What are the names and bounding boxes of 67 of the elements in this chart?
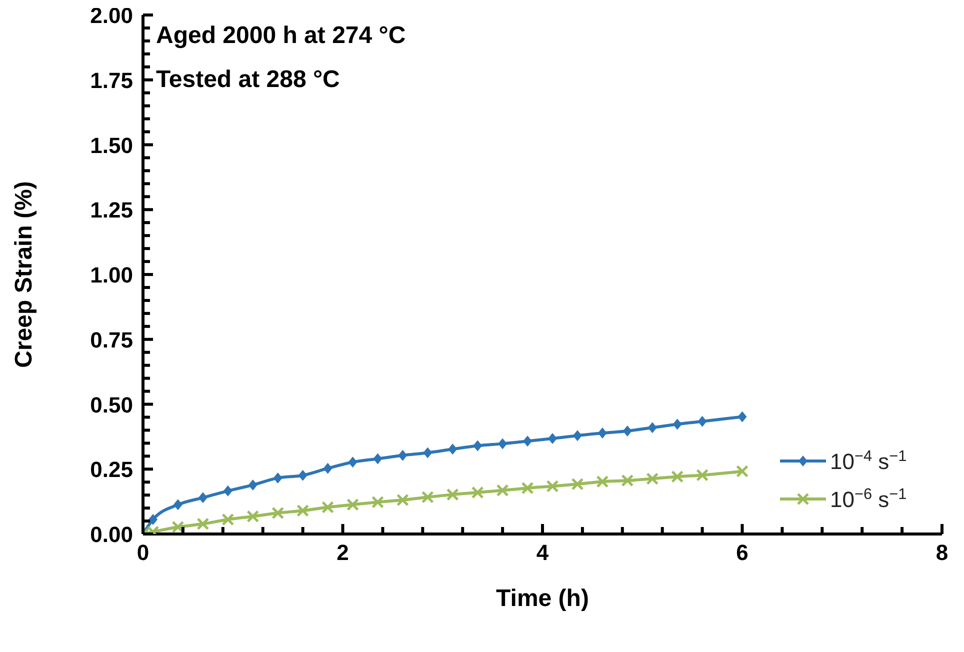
point xyxy=(148,514,158,525)
x-tick-label: 8 xyxy=(936,540,948,565)
point xyxy=(648,422,657,434)
point xyxy=(421,490,434,504)
point xyxy=(346,498,359,511)
point xyxy=(348,456,358,468)
point xyxy=(298,470,308,481)
point xyxy=(323,462,332,474)
point xyxy=(571,478,584,490)
point xyxy=(223,485,232,496)
point xyxy=(736,464,748,478)
x-tick-label: 2 xyxy=(336,540,349,565)
point xyxy=(546,480,559,492)
y-tick-label: 1.50 xyxy=(90,132,133,158)
point xyxy=(738,411,747,422)
point xyxy=(273,472,282,484)
point xyxy=(398,450,408,461)
point xyxy=(521,482,534,494)
point xyxy=(322,501,334,514)
point xyxy=(173,499,182,510)
point xyxy=(296,504,310,517)
point xyxy=(698,416,707,427)
y-tick-label: 2.00 xyxy=(90,3,133,28)
point xyxy=(446,488,459,501)
point xyxy=(448,444,458,455)
y-tick-label: 0.25 xyxy=(90,457,133,482)
x-tick-label: 0 xyxy=(136,540,150,565)
point xyxy=(596,475,609,488)
x-tick-label: 6 xyxy=(736,540,748,565)
y-tick-label: 1.25 xyxy=(90,198,133,223)
y-tick-label: 0.00 xyxy=(90,522,133,547)
y-tick-label: 0.50 xyxy=(90,392,133,418)
legend-label: 10$^{−4}$ s$^{−1}$ xyxy=(830,448,907,474)
y-axis-title: Creep Strain (%) xyxy=(10,181,38,368)
point xyxy=(598,428,607,439)
point xyxy=(248,479,258,490)
point xyxy=(696,468,709,482)
point xyxy=(672,418,682,430)
point xyxy=(222,513,234,526)
x-axis-title: Time (h) xyxy=(496,585,589,612)
annotation: Aged 2000 h at 274 °C xyxy=(156,21,406,51)
point xyxy=(373,453,382,464)
point xyxy=(471,486,484,499)
y-tick-label: 1.00 xyxy=(90,262,133,288)
point xyxy=(198,492,208,504)
point xyxy=(272,506,284,520)
point xyxy=(523,436,532,447)
legend-label: 10$^{−6}$ s$^{−1}$ xyxy=(830,486,907,512)
point xyxy=(246,510,260,523)
point xyxy=(172,520,184,534)
point xyxy=(621,474,634,487)
point xyxy=(473,440,482,452)
y-tick-label: 1.75 xyxy=(90,68,133,93)
point xyxy=(646,472,659,485)
point xyxy=(572,430,582,442)
annotation: Tested at 288 °C xyxy=(156,65,341,95)
point xyxy=(548,433,557,444)
x-tick-label: 4 xyxy=(536,540,550,565)
y-tick-label: 0.75 xyxy=(90,327,133,352)
point xyxy=(622,425,632,436)
point xyxy=(196,518,210,530)
point xyxy=(423,447,432,458)
point xyxy=(671,470,684,483)
point xyxy=(371,496,384,508)
point xyxy=(396,494,409,506)
point xyxy=(498,438,508,450)
point xyxy=(496,484,509,497)
